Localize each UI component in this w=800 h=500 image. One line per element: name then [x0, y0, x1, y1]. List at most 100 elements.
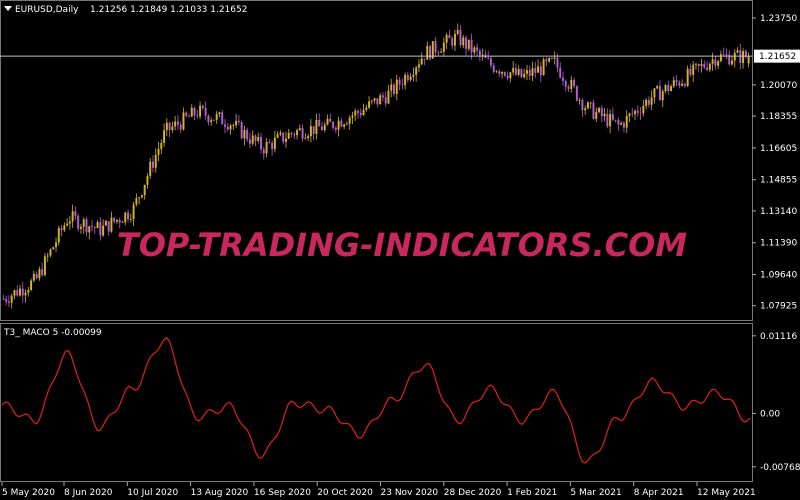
candle-body: [545, 59, 548, 62]
time-tick-label: 23 Nov 2020: [381, 488, 439, 498]
candle-body: [254, 135, 257, 142]
candle-body: [501, 71, 504, 74]
candle-body: [656, 86, 659, 89]
candle-body: [157, 148, 160, 155]
candle-body: [728, 54, 731, 65]
candle-body: [609, 114, 612, 127]
candle-body: [138, 197, 141, 199]
candle-body: [79, 226, 82, 229]
candle-body: [229, 125, 232, 130]
candle-body: [714, 59, 717, 66]
candle-body: [506, 75, 509, 79]
candle-body: [567, 86, 570, 89]
indicator-tick-label: 0.01116: [760, 332, 797, 342]
candle-body: [622, 123, 625, 128]
candle-body: [199, 105, 202, 117]
candle-body: [329, 118, 332, 122]
candle-body: [93, 227, 96, 229]
candle-body: [260, 137, 262, 150]
candle-body: [10, 295, 13, 303]
candle-body: [442, 42, 445, 52]
candle-body: [470, 39, 473, 53]
candle-body: [91, 226, 94, 228]
candle-body: [520, 69, 523, 78]
candle-body: [578, 99, 581, 101]
candle-body: [271, 142, 274, 150]
candle-body: [16, 290, 19, 296]
candle-body: [168, 122, 171, 131]
main-panel-frame[interactable]: [0, 0, 753, 321]
candle-body: [82, 219, 85, 227]
candle-body: [251, 135, 254, 144]
candle-body: [154, 154, 157, 168]
candle-body: [190, 107, 193, 117]
candle-body: [215, 114, 218, 120]
candle-body: [127, 212, 130, 220]
candle-body: [132, 204, 135, 220]
candle-body: [237, 120, 240, 123]
candle-body: [686, 68, 689, 86]
candle-body: [431, 41, 434, 59]
candle-body: [453, 33, 456, 46]
candle-body: [307, 136, 310, 139]
candle-body: [747, 56, 750, 64]
candle-body: [368, 101, 371, 108]
candle-body: [487, 57, 490, 59]
candle-body: [404, 74, 407, 86]
candle-body: [492, 65, 495, 72]
candle-body: [124, 212, 127, 223]
indicator-axis: 0.01116 0.00 -0.00768: [752, 332, 800, 473]
candle-body: [32, 273, 35, 281]
candle-body: [600, 108, 603, 117]
candle-body: [201, 105, 204, 108]
candle-body: [354, 110, 357, 116]
candle-body: [440, 51, 443, 53]
candle-body: [683, 83, 686, 86]
candle-body: [41, 269, 44, 276]
candlestick-series: [2, 23, 750, 309]
candle-body: [606, 113, 609, 127]
candle-body: [620, 123, 623, 125]
candle-body: [309, 126, 312, 137]
candle-body: [193, 107, 196, 116]
candle-body: [719, 54, 722, 62]
indicator-panel-frame[interactable]: [0, 323, 753, 482]
candle-body: [348, 117, 351, 124]
candle-body: [35, 273, 38, 279]
candle-body: [196, 115, 199, 117]
candle-body: [140, 195, 143, 198]
candle-body: [417, 64, 420, 68]
candle-body: [121, 222, 124, 224]
candle-body: [77, 215, 80, 229]
candle-body: [550, 57, 553, 59]
candle-body: [742, 51, 745, 63]
candle-body: [232, 125, 235, 126]
candle-body: [265, 142, 268, 154]
candle-body: [390, 84, 393, 91]
candle-body: [542, 59, 545, 76]
candle-body: [38, 269, 41, 279]
time-tick-label: 8 Apr 2021: [634, 488, 684, 498]
candle-body: [517, 69, 520, 75]
candle-body: [188, 115, 190, 117]
candle-body: [321, 126, 323, 131]
candle-body: [66, 223, 69, 226]
candle-body: [5, 299, 8, 302]
candle-body: [340, 120, 343, 127]
candle-body: [692, 64, 695, 75]
candle-body: [110, 217, 113, 232]
candle-body: [326, 118, 329, 125]
candle-body: [116, 219, 118, 222]
candle-body: [357, 110, 359, 114]
candle-body: [631, 113, 634, 115]
candle-body: [465, 37, 468, 49]
candle-body: [556, 57, 559, 68]
candle-body: [426, 46, 429, 60]
candle-body: [589, 102, 592, 104]
chart-menu-triangle-icon[interactable]: [4, 6, 12, 11]
price-tick-label: 1.07925: [760, 302, 797, 312]
candle-body: [49, 249, 52, 256]
candle-body: [359, 113, 362, 116]
candle-body: [614, 119, 617, 121]
